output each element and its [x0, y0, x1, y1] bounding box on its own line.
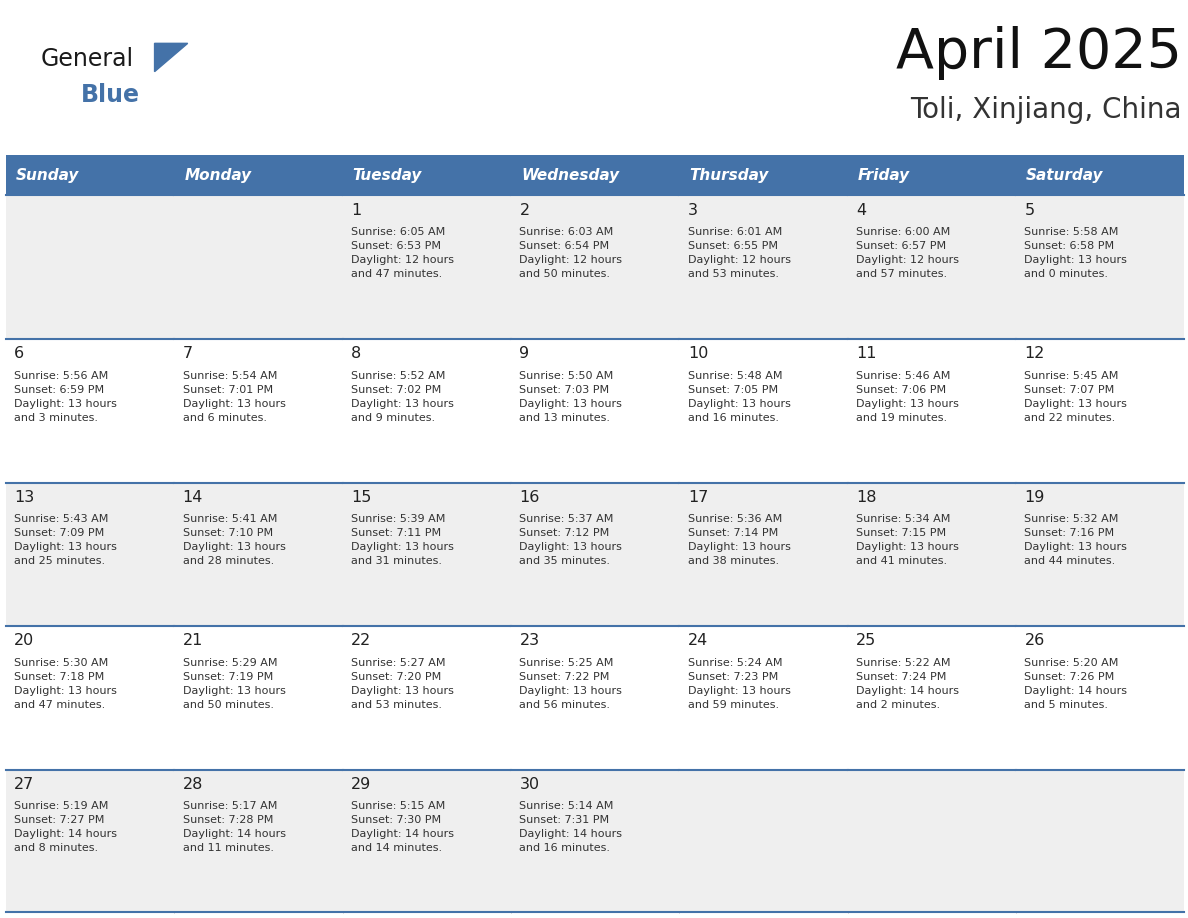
Text: Sunrise: 5:14 AM
Sunset: 7:31 PM
Daylight: 14 hours
and 16 minutes.: Sunrise: 5:14 AM Sunset: 7:31 PM Dayligh… [519, 801, 623, 854]
Text: 9: 9 [519, 346, 530, 361]
Text: 18: 18 [857, 490, 877, 505]
Text: 23: 23 [519, 633, 539, 648]
Text: 16: 16 [519, 490, 539, 505]
Text: Sunrise: 6:01 AM
Sunset: 6:55 PM
Daylight: 12 hours
and 53 minutes.: Sunrise: 6:01 AM Sunset: 6:55 PM Dayligh… [688, 227, 791, 279]
Text: 24: 24 [688, 633, 708, 648]
Text: Sunrise: 5:56 AM
Sunset: 6:59 PM
Daylight: 13 hours
and 3 minutes.: Sunrise: 5:56 AM Sunset: 6:59 PM Dayligh… [14, 371, 118, 422]
Text: Saturday: Saturday [1026, 168, 1104, 183]
Text: 25: 25 [857, 633, 877, 648]
Text: Sunrise: 5:20 AM
Sunset: 7:26 PM
Daylight: 14 hours
and 5 minutes.: Sunrise: 5:20 AM Sunset: 7:26 PM Dayligh… [1024, 658, 1127, 710]
Text: General: General [40, 47, 133, 71]
Text: 15: 15 [352, 490, 372, 505]
Text: 11: 11 [857, 346, 877, 361]
Text: Sunrise: 5:25 AM
Sunset: 7:22 PM
Daylight: 13 hours
and 56 minutes.: Sunrise: 5:25 AM Sunset: 7:22 PM Dayligh… [519, 658, 623, 710]
Text: Sunrise: 5:52 AM
Sunset: 7:02 PM
Daylight: 13 hours
and 9 minutes.: Sunrise: 5:52 AM Sunset: 7:02 PM Dayligh… [352, 371, 454, 422]
Text: Sunrise: 5:22 AM
Sunset: 7:24 PM
Daylight: 14 hours
and 2 minutes.: Sunrise: 5:22 AM Sunset: 7:24 PM Dayligh… [857, 658, 959, 710]
Text: Toli, Xinjiang, China: Toli, Xinjiang, China [910, 96, 1182, 124]
Text: 28: 28 [183, 777, 203, 792]
Text: Sunrise: 5:43 AM
Sunset: 7:09 PM
Daylight: 13 hours
and 25 minutes.: Sunrise: 5:43 AM Sunset: 7:09 PM Dayligh… [14, 514, 118, 566]
Text: Sunrise: 5:58 AM
Sunset: 6:58 PM
Daylight: 13 hours
and 0 minutes.: Sunrise: 5:58 AM Sunset: 6:58 PM Dayligh… [1024, 227, 1127, 279]
Text: Sunrise: 5:27 AM
Sunset: 7:20 PM
Daylight: 13 hours
and 53 minutes.: Sunrise: 5:27 AM Sunset: 7:20 PM Dayligh… [352, 658, 454, 710]
Text: Sunrise: 5:46 AM
Sunset: 7:06 PM
Daylight: 13 hours
and 19 minutes.: Sunrise: 5:46 AM Sunset: 7:06 PM Dayligh… [857, 371, 959, 422]
Text: Sunrise: 5:32 AM
Sunset: 7:16 PM
Daylight: 13 hours
and 44 minutes.: Sunrise: 5:32 AM Sunset: 7:16 PM Dayligh… [1024, 514, 1127, 566]
Text: 7: 7 [183, 346, 192, 361]
Polygon shape [154, 43, 188, 72]
Text: 8: 8 [352, 346, 361, 361]
Text: Sunrise: 5:24 AM
Sunset: 7:23 PM
Daylight: 13 hours
and 59 minutes.: Sunrise: 5:24 AM Sunset: 7:23 PM Dayligh… [688, 658, 791, 710]
Text: Sunrise: 5:30 AM
Sunset: 7:18 PM
Daylight: 13 hours
and 47 minutes.: Sunrise: 5:30 AM Sunset: 7:18 PM Dayligh… [14, 658, 118, 710]
Text: Sunrise: 5:45 AM
Sunset: 7:07 PM
Daylight: 13 hours
and 22 minutes.: Sunrise: 5:45 AM Sunset: 7:07 PM Dayligh… [1024, 371, 1127, 422]
Text: 6: 6 [14, 346, 25, 361]
Text: Sunrise: 5:37 AM
Sunset: 7:12 PM
Daylight: 13 hours
and 35 minutes.: Sunrise: 5:37 AM Sunset: 7:12 PM Dayligh… [519, 514, 623, 566]
Text: Blue: Blue [81, 84, 140, 107]
Text: Sunrise: 5:34 AM
Sunset: 7:15 PM
Daylight: 13 hours
and 41 minutes.: Sunrise: 5:34 AM Sunset: 7:15 PM Dayligh… [857, 514, 959, 566]
Text: 20: 20 [14, 633, 34, 648]
Text: Sunrise: 5:17 AM
Sunset: 7:28 PM
Daylight: 14 hours
and 11 minutes.: Sunrise: 5:17 AM Sunset: 7:28 PM Dayligh… [183, 801, 286, 854]
Text: 12: 12 [1024, 346, 1045, 361]
Text: 17: 17 [688, 490, 708, 505]
Text: 26: 26 [1024, 633, 1044, 648]
Text: 19: 19 [1024, 490, 1045, 505]
Text: 30: 30 [519, 777, 539, 792]
Text: 2: 2 [519, 203, 530, 218]
Text: Sunrise: 5:54 AM
Sunset: 7:01 PM
Daylight: 13 hours
and 6 minutes.: Sunrise: 5:54 AM Sunset: 7:01 PM Dayligh… [183, 371, 285, 422]
Text: Monday: Monday [184, 168, 252, 183]
Text: Sunrise: 5:36 AM
Sunset: 7:14 PM
Daylight: 13 hours
and 38 minutes.: Sunrise: 5:36 AM Sunset: 7:14 PM Dayligh… [688, 514, 791, 566]
Text: 13: 13 [14, 490, 34, 505]
Text: 14: 14 [183, 490, 203, 505]
Text: Sunday: Sunday [17, 168, 80, 183]
Text: Sunrise: 6:05 AM
Sunset: 6:53 PM
Daylight: 12 hours
and 47 minutes.: Sunrise: 6:05 AM Sunset: 6:53 PM Dayligh… [352, 227, 454, 279]
Text: April 2025: April 2025 [896, 26, 1182, 80]
Text: Sunrise: 6:00 AM
Sunset: 6:57 PM
Daylight: 12 hours
and 57 minutes.: Sunrise: 6:00 AM Sunset: 6:57 PM Dayligh… [857, 227, 959, 279]
Text: Tuesday: Tuesday [353, 168, 422, 183]
Text: Wednesday: Wednesday [522, 168, 619, 183]
Text: 3: 3 [688, 203, 697, 218]
Text: Sunrise: 5:15 AM
Sunset: 7:30 PM
Daylight: 14 hours
and 14 minutes.: Sunrise: 5:15 AM Sunset: 7:30 PM Dayligh… [352, 801, 454, 854]
Text: 27: 27 [14, 777, 34, 792]
Text: Sunrise: 5:50 AM
Sunset: 7:03 PM
Daylight: 13 hours
and 13 minutes.: Sunrise: 5:50 AM Sunset: 7:03 PM Dayligh… [519, 371, 623, 422]
Text: 22: 22 [352, 633, 372, 648]
Text: 21: 21 [183, 633, 203, 648]
Text: Sunrise: 5:39 AM
Sunset: 7:11 PM
Daylight: 13 hours
and 31 minutes.: Sunrise: 5:39 AM Sunset: 7:11 PM Dayligh… [352, 514, 454, 566]
Text: 5: 5 [1024, 203, 1035, 218]
Text: 29: 29 [352, 777, 372, 792]
Text: Sunrise: 6:03 AM
Sunset: 6:54 PM
Daylight: 12 hours
and 50 minutes.: Sunrise: 6:03 AM Sunset: 6:54 PM Dayligh… [519, 227, 623, 279]
Text: Thursday: Thursday [689, 168, 769, 183]
Text: 1: 1 [352, 203, 361, 218]
Text: Sunrise: 5:41 AM
Sunset: 7:10 PM
Daylight: 13 hours
and 28 minutes.: Sunrise: 5:41 AM Sunset: 7:10 PM Dayligh… [183, 514, 285, 566]
Text: 10: 10 [688, 346, 708, 361]
Text: Sunrise: 5:19 AM
Sunset: 7:27 PM
Daylight: 14 hours
and 8 minutes.: Sunrise: 5:19 AM Sunset: 7:27 PM Dayligh… [14, 801, 118, 854]
Text: Sunrise: 5:29 AM
Sunset: 7:19 PM
Daylight: 13 hours
and 50 minutes.: Sunrise: 5:29 AM Sunset: 7:19 PM Dayligh… [183, 658, 285, 710]
Text: Friday: Friday [858, 168, 910, 183]
Text: Sunrise: 5:48 AM
Sunset: 7:05 PM
Daylight: 13 hours
and 16 minutes.: Sunrise: 5:48 AM Sunset: 7:05 PM Dayligh… [688, 371, 791, 422]
Text: 4: 4 [857, 203, 866, 218]
